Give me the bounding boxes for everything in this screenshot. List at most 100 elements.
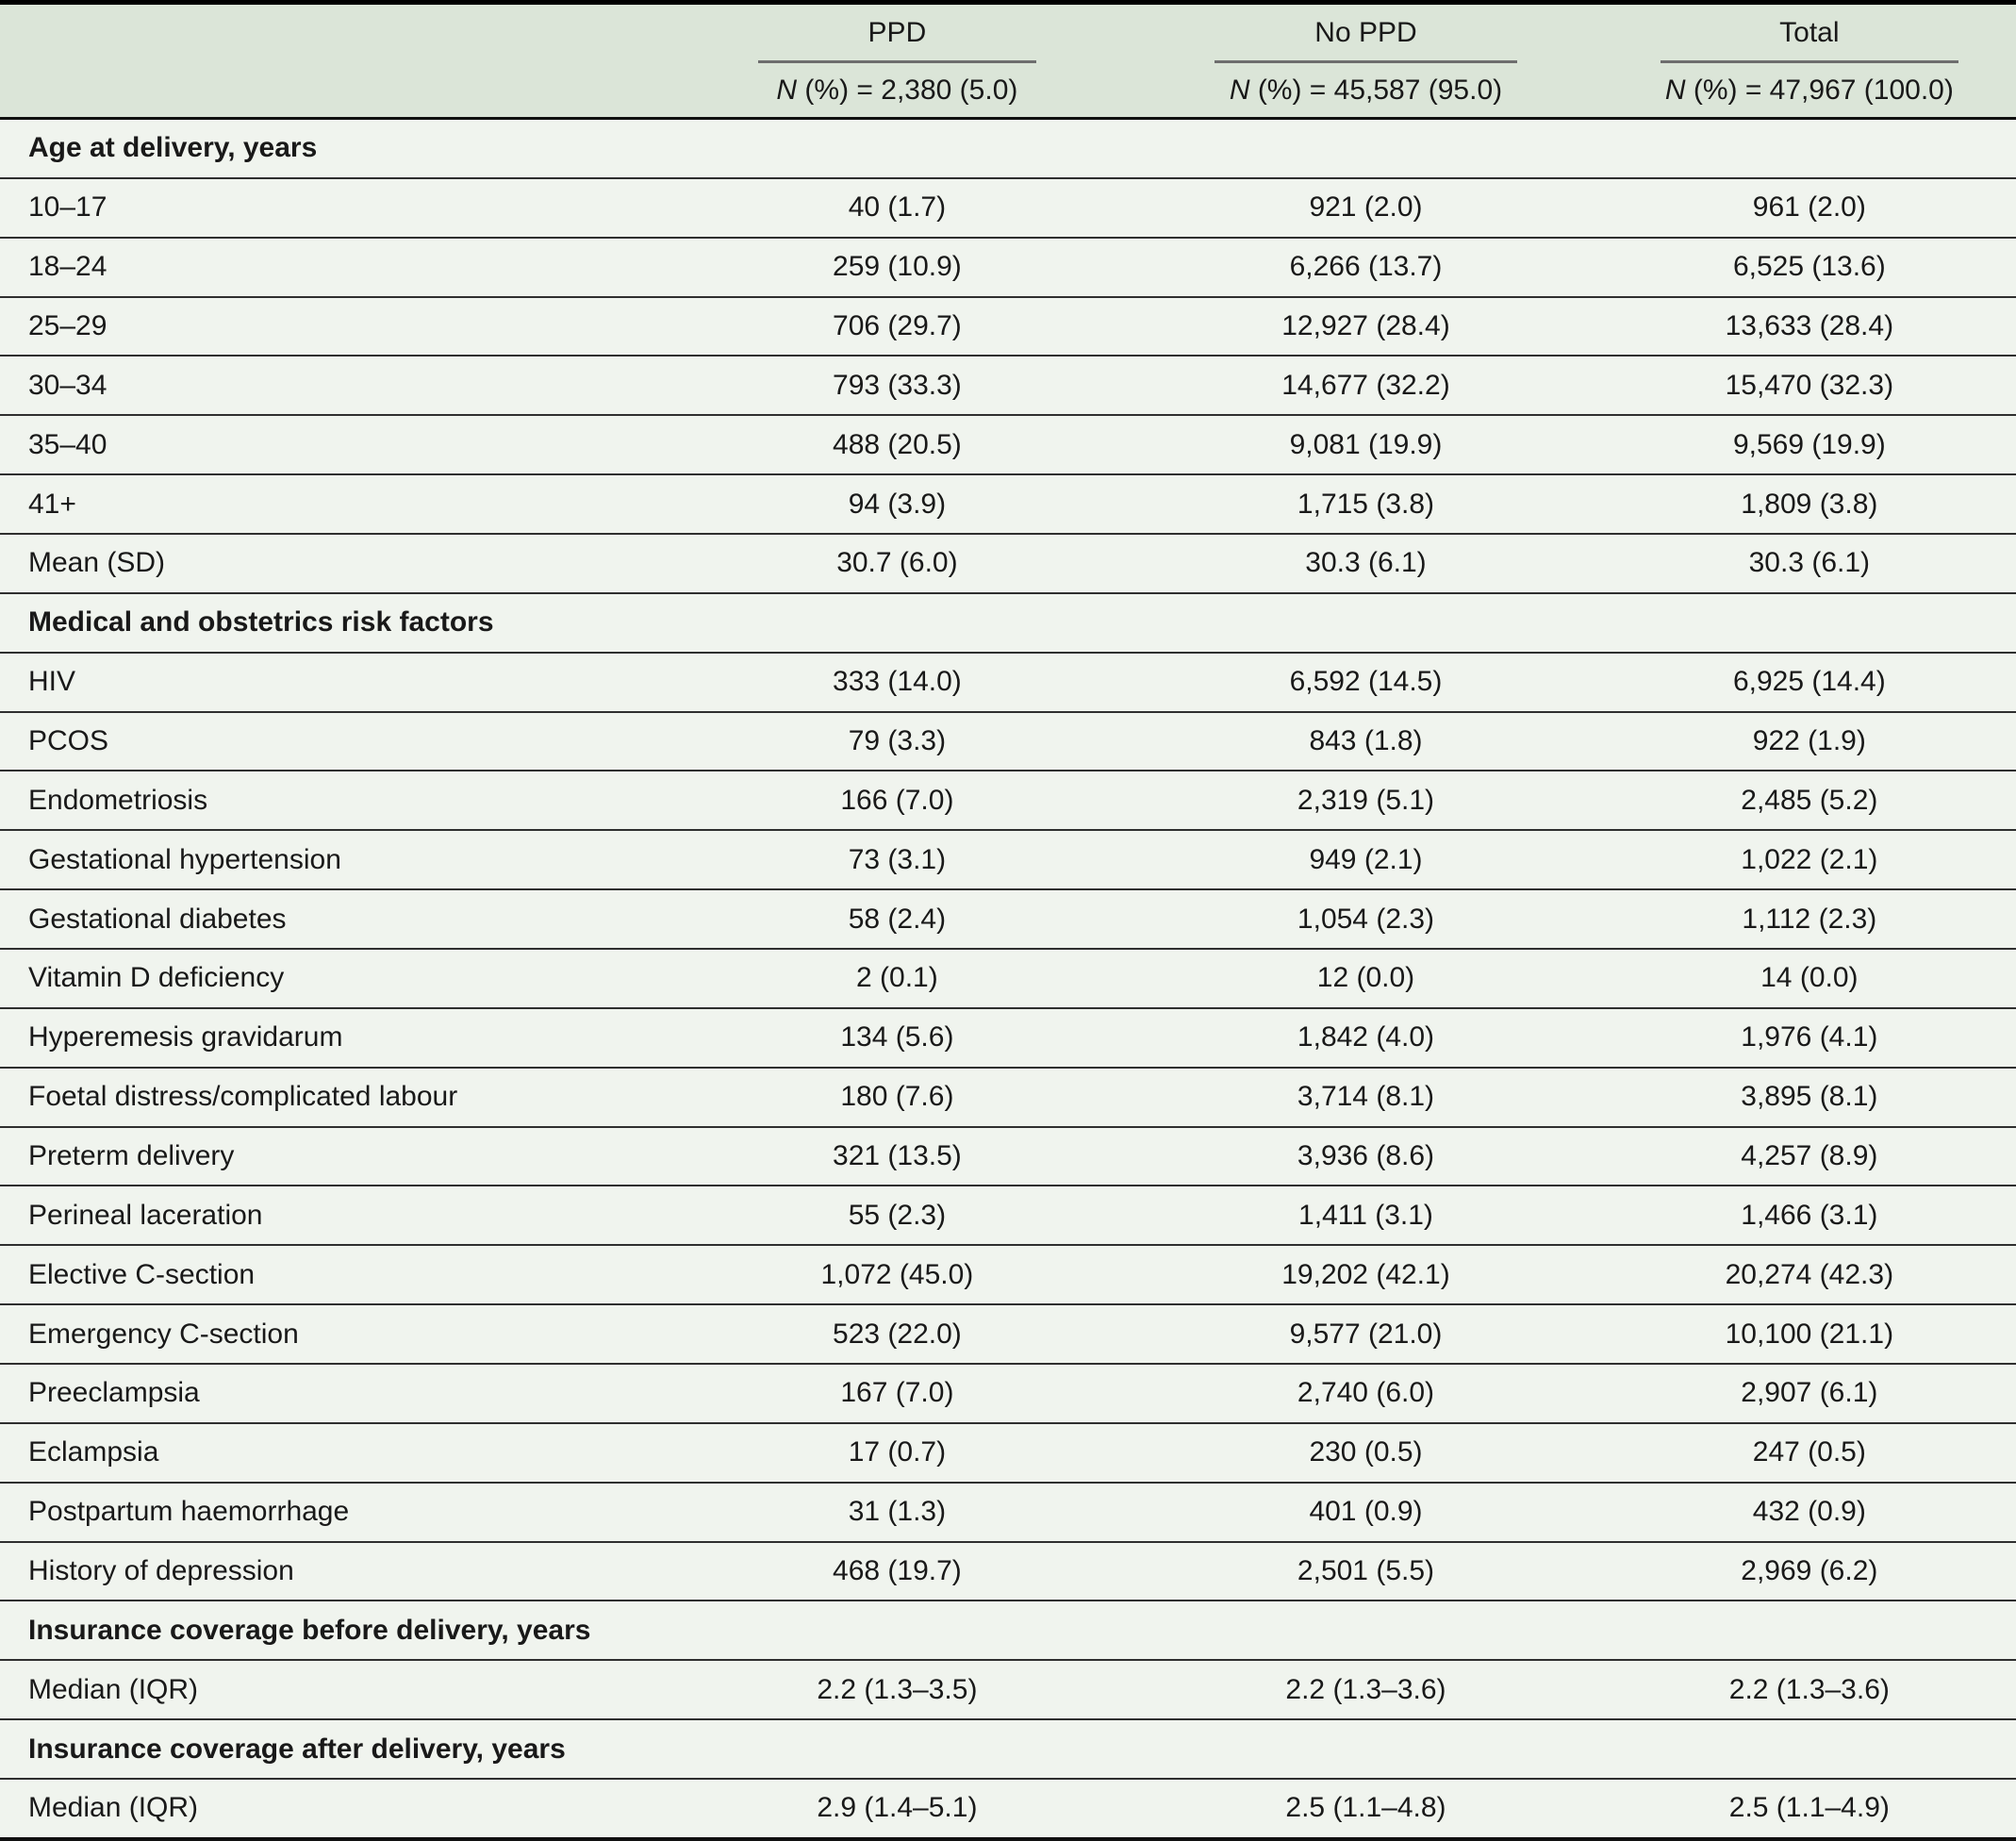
table-row: Preterm delivery 321 (13.5) 3,936 (8.6) …	[0, 1125, 2016, 1186]
table-row: Vitamin D deficiency 2 (0.1) 12 (0.0) 14…	[0, 948, 2016, 1007]
cell-ppd: 488 (20.5)	[833, 428, 962, 460]
cell-total: 4,257 (8.9)	[1741, 1140, 1878, 1172]
cell-no-ppd: 3,936 (8.6)	[1297, 1140, 1435, 1172]
row-label: Median (IQR)	[28, 1792, 199, 1824]
cell-total: 1,809 (3.8)	[1741, 488, 1878, 520]
table-row: Postpartum haemorrhage 31 (1.3) 401 (0.9…	[0, 1481, 2016, 1541]
cell-no-ppd: 2.5 (1.1–4.8)	[1285, 1792, 1446, 1824]
cell-ppd: 73 (3.1)	[848, 843, 947, 875]
cell-ppd: 55 (2.3)	[848, 1199, 947, 1231]
cell-ppd: 1,072 (45.0)	[820, 1258, 974, 1290]
cell-total: 9,569 (19.9)	[1732, 428, 1886, 460]
table-row: Foetal distress/complicated labour 180 (…	[0, 1066, 2016, 1126]
cell-no-ppd: 949 (2.1)	[1309, 843, 1423, 875]
table-row: PCOS 79 (3.3) 843 (1.8) 922 (1.9)	[0, 710, 2016, 771]
cell-no-ppd: 230 (0.5)	[1309, 1436, 1423, 1468]
column-underline	[1661, 60, 1958, 63]
cell-total: 1,022 (2.1)	[1741, 843, 1878, 875]
cell-total: 13,633 (28.4)	[1725, 310, 1894, 341]
section-title: Insurance coverage before delivery, year…	[28, 1614, 591, 1646]
cell-no-ppd: 2,319 (5.1)	[1297, 784, 1435, 816]
cell-total: 2,969 (6.2)	[1741, 1555, 1878, 1587]
cell-ppd: 167 (7.0)	[840, 1377, 954, 1409]
row-label: Foetal distress/complicated labour	[28, 1081, 458, 1113]
cell-ppd: 259 (10.9)	[833, 251, 962, 283]
table-row: Mean (SD) 30.7 (6.0) 30.3 (6.1) 30.3 (6.…	[0, 533, 2016, 592]
section-title: Age at delivery, years	[28, 132, 318, 164]
column-underline	[1214, 60, 1518, 63]
section-header-row: Age at delivery, years	[0, 120, 2016, 177]
cell-total: 15,470 (32.3)	[1725, 369, 1894, 401]
row-label: 25–29	[28, 310, 107, 341]
row-label: HIV	[28, 666, 76, 698]
cell-ppd: 40 (1.7)	[848, 191, 947, 224]
cell-ppd: 523 (22.0)	[833, 1318, 962, 1350]
table-row: Median (IQR) 2.2 (1.3–3.5) 2.2 (1.3–3.6)…	[0, 1659, 2016, 1718]
cell-no-ppd: 1,411 (3.1)	[1298, 1199, 1433, 1231]
table-row: 25–29 706 (29.7) 12,927 (28.4) 13,633 (2…	[0, 295, 2016, 356]
n-value: (%) = 47,967 (100.0)	[1685, 75, 1954, 106]
row-label: Endometriosis	[28, 784, 208, 816]
row-label: Emergency C-section	[28, 1318, 299, 1350]
n-value: (%) = 2,380 (5.0)	[797, 75, 1018, 106]
n-symbol: N	[1229, 75, 1250, 106]
cell-total: 20,274 (42.3)	[1725, 1258, 1894, 1290]
cell-total: 247 (0.5)	[1752, 1436, 1866, 1468]
table-row: 30–34 793 (33.3) 14,677 (32.2) 15,470 (3…	[0, 355, 2016, 414]
cell-no-ppd: 2.2 (1.3–3.6)	[1285, 1673, 1446, 1705]
cell-ppd: 321 (13.5)	[833, 1140, 962, 1172]
cell-ppd: 706 (29.7)	[833, 310, 962, 341]
cell-ppd: 2.9 (1.4–5.1)	[817, 1792, 978, 1824]
table-header: PPD N (%) = 2,380 (5.0) No PPD N (%) = 4…	[0, 0, 2016, 120]
cell-total: 1,466 (3.1)	[1741, 1199, 1878, 1231]
cell-total: 6,525 (13.6)	[1732, 251, 1886, 283]
cell-no-ppd: 19,202 (42.1)	[1281, 1258, 1450, 1290]
header-empty-cell	[0, 5, 666, 117]
cell-ppd: 30.7 (6.0)	[836, 547, 958, 579]
row-label: 41+	[28, 488, 76, 520]
cell-ppd: 94 (3.9)	[848, 488, 947, 520]
row-label: Preeclampsia	[28, 1377, 200, 1409]
table-row: 18–24 259 (10.9) 6,266 (13.7) 6,525 (13.…	[0, 236, 2016, 296]
table-row: 35–40 488 (20.5) 9,081 (19.9) 9,569 (19.…	[0, 414, 2016, 473]
row-label: Perineal laceration	[28, 1199, 263, 1231]
column-underline	[757, 60, 1036, 63]
row-label: Median (IQR)	[28, 1673, 199, 1705]
table-row: Preeclampsia 167 (7.0) 2,740 (6.0) 2,907…	[0, 1363, 2016, 1422]
row-label: Preterm delivery	[28, 1140, 235, 1172]
cell-no-ppd: 12,927 (28.4)	[1281, 310, 1450, 341]
column-header-ppd: PPD N (%) = 2,380 (5.0)	[666, 5, 1130, 117]
cell-no-ppd: 12 (0.0)	[1316, 962, 1415, 994]
row-label: 10–17	[28, 191, 107, 224]
section-header-row: Insurance coverage after delivery, years	[0, 1718, 2016, 1778]
cell-total: 961 (2.0)	[1752, 191, 1866, 224]
column-header-no-ppd: No PPD N (%) = 45,587 (95.0)	[1129, 5, 1602, 117]
cell-ppd: 17 (0.7)	[848, 1436, 947, 1468]
row-label: 18–24	[28, 251, 107, 283]
row-label: Hyperemesis gravidarum	[28, 1021, 343, 1053]
cell-total: 1,112 (2.3)	[1742, 903, 1877, 935]
cell-total: 2,907 (6.1)	[1741, 1377, 1878, 1409]
cell-no-ppd: 843 (1.8)	[1309, 725, 1423, 757]
cell-ppd: 134 (5.6)	[840, 1021, 954, 1053]
cell-ppd: 31 (1.3)	[848, 1496, 947, 1528]
section-header-row: Insurance coverage before delivery, year…	[0, 1600, 2016, 1659]
cell-ppd: 79 (3.3)	[848, 725, 947, 757]
table-row: Gestational diabetes 58 (2.4) 1,054 (2.3…	[0, 888, 2016, 948]
row-label: Vitamin D deficiency	[28, 962, 285, 994]
row-label: Eclampsia	[28, 1436, 159, 1468]
row-label: PCOS	[28, 725, 109, 757]
cell-total: 2.2 (1.3–3.6)	[1728, 1673, 1890, 1705]
cell-total: 1,976 (4.1)	[1741, 1021, 1878, 1053]
cell-no-ppd: 2,501 (5.5)	[1297, 1555, 1435, 1587]
cell-no-ppd: 401 (0.9)	[1309, 1496, 1423, 1528]
cell-no-ppd: 9,577 (21.0)	[1289, 1318, 1443, 1350]
row-label: History of depression	[28, 1555, 294, 1587]
table-row: Gestational hypertension 73 (3.1) 949 (2…	[0, 829, 2016, 888]
cell-no-ppd: 921 (2.0)	[1309, 191, 1423, 224]
row-label: Elective C-section	[28, 1258, 256, 1290]
row-label: 35–40	[28, 428, 107, 460]
row-label: Mean (SD)	[28, 547, 166, 579]
table-row: Endometriosis 166 (7.0) 2,319 (5.1) 2,48…	[0, 770, 2016, 829]
